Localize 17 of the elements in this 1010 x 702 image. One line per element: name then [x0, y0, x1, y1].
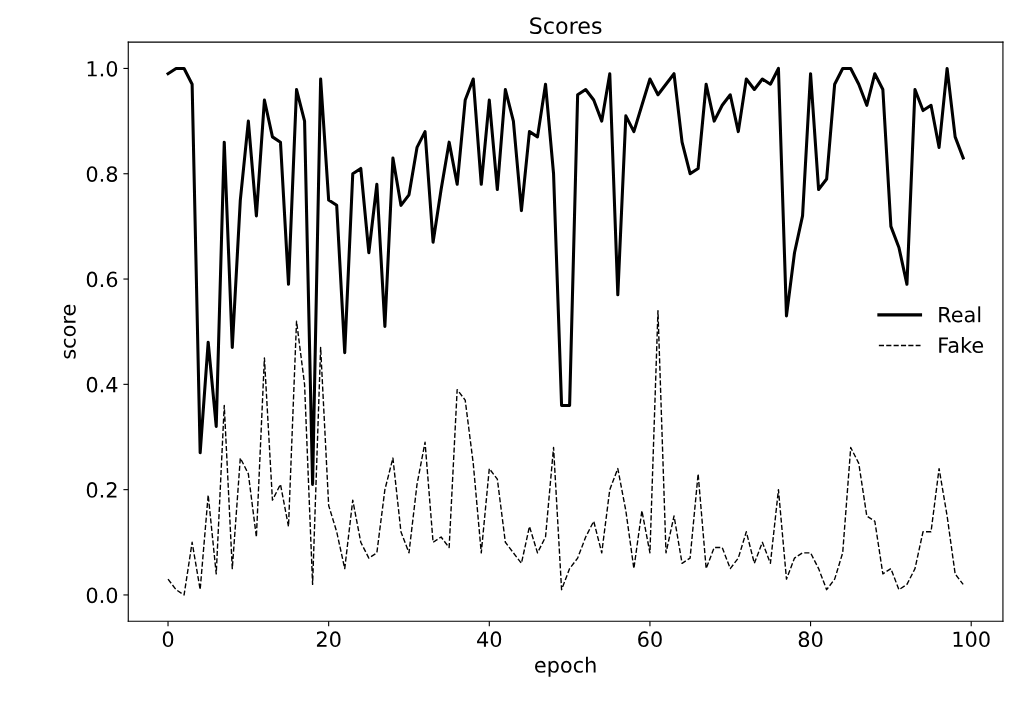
- y-tick-label: 0.6: [86, 271, 118, 288]
- y-tick-label: 1.0: [87, 60, 118, 77]
- y-tick-label: 0.2: [86, 482, 117, 498]
- y-tick-label: 0.4: [86, 376, 118, 393]
- x-tick-label: 0: [162, 631, 174, 648]
- x-axis-title: epoch: [535, 656, 596, 677]
- y-tick-label: 0.0: [86, 587, 118, 604]
- x-tick-label: 20: [316, 631, 341, 648]
- x-tick-label: 100: [953, 631, 990, 648]
- legend-label: Real: [939, 306, 981, 323]
- x-tick-label: 60: [638, 631, 662, 648]
- chart-title: Scores: [530, 17, 602, 35]
- y-axis-title: score: [63, 304, 76, 359]
- x-tick-label: 80: [798, 631, 823, 648]
- y-tick-label: 0.8: [86, 166, 118, 182]
- x-tick-label: 40: [477, 631, 502, 648]
- legend-label: Fake: [939, 336, 984, 354]
